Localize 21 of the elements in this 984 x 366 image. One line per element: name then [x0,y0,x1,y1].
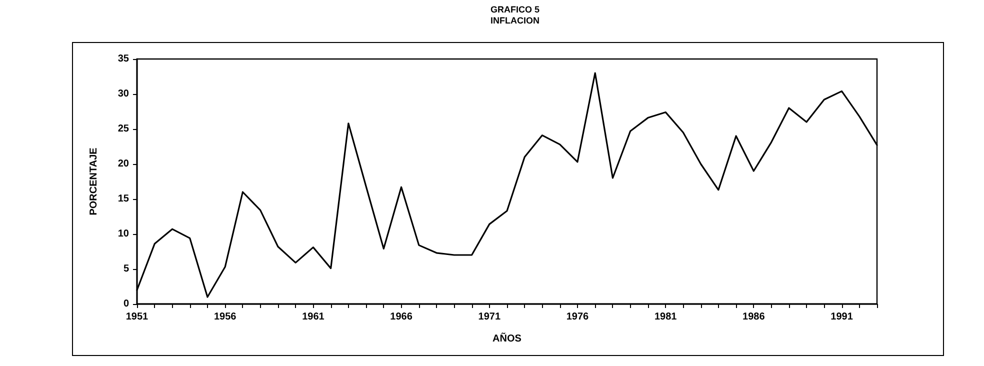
x-tick-label: 1961 [302,312,325,322]
chart-subtitle: INFLACION [490,16,540,26]
x-tick-label: 1966 [390,312,413,322]
y-tick-label: 30 [118,88,130,100]
y-tick-label: 0 [123,298,130,310]
y-axis-title: PORCENTAJE [88,147,100,216]
y-tick-label: 10 [118,228,130,240]
x-tick-label: 1951 [126,312,149,322]
y-tick-label: 15 [118,194,130,204]
x-axis-title: AÑOS [492,332,522,344]
chart-title: GRAFICO 5 [490,4,540,14]
x-tick-label: 1956 [214,312,237,322]
y-tick-label: 5 [123,264,130,274]
y-tick-label: 20 [118,158,130,170]
x-tick-label: 1971 [478,312,501,322]
y-tick-label: 25 [118,124,130,134]
x-tick-label: 1981 [654,312,678,322]
y-tick-label: 35 [118,54,130,64]
x-tick-label: 1976 [566,312,590,322]
x-tick-label: 1986 [742,312,766,322]
x-tick-label: 1991 [830,312,854,322]
